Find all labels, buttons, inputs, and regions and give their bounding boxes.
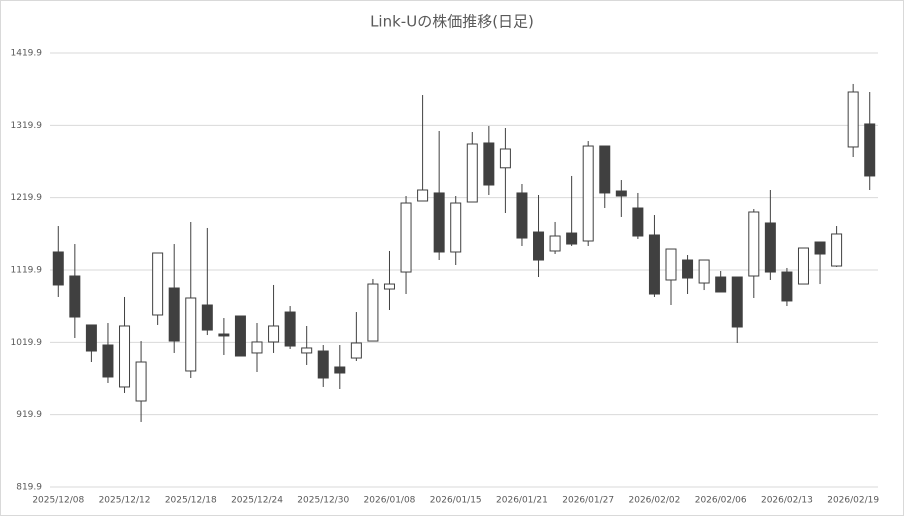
candle-body	[284, 311, 296, 347]
candle-body	[582, 145, 594, 242]
candle-body	[268, 325, 280, 343]
candle-body	[119, 325, 131, 388]
x-tick-label: 2026/02/06	[695, 496, 747, 506]
y-tick-label: 1119.9	[11, 266, 43, 276]
x-tick-label: 2026/02/13	[761, 496, 813, 506]
x-tick-label: 2026/02/02	[629, 496, 681, 506]
candle-body	[566, 232, 578, 245]
x-tick-label: 2025/12/24	[231, 496, 283, 506]
candle-body	[831, 233, 843, 267]
x-tick-label: 2026/01/08	[364, 496, 416, 506]
candle-body	[350, 342, 362, 359]
candle-body	[450, 202, 462, 253]
candle-body	[632, 207, 644, 237]
y-tick-label: 919.9	[16, 410, 42, 420]
candle-body	[599, 145, 611, 194]
candle-body	[301, 347, 313, 354]
candle-body	[69, 275, 81, 318]
candle-body	[383, 283, 395, 290]
candle-body	[499, 148, 511, 169]
chart-title: Link-Uの株価推移(日足)	[370, 13, 534, 31]
candle-body	[748, 211, 760, 277]
candle-body	[433, 192, 445, 253]
candle-body	[400, 202, 412, 273]
candle-body	[218, 333, 230, 337]
candle-body	[847, 91, 859, 148]
candle-body	[648, 234, 660, 295]
y-tick-label: 1319.9	[11, 121, 43, 131]
candle-body	[234, 315, 246, 357]
candle-body	[251, 341, 263, 354]
x-tick-label: 2025/12/08	[32, 496, 84, 506]
x-tick-label: 2026/01/27	[562, 496, 614, 506]
candle-body	[764, 222, 776, 273]
candle-body	[516, 192, 528, 239]
candle-body	[334, 366, 346, 374]
candle-body	[152, 252, 164, 316]
x-tick-label: 2025/12/18	[165, 496, 217, 506]
candle-body	[185, 297, 197, 372]
candle-body	[102, 344, 114, 378]
y-tick-label: 1419.9	[11, 49, 43, 59]
y-tick-label: 1019.9	[11, 338, 43, 348]
candle-body	[731, 276, 743, 328]
candle-body	[483, 142, 495, 186]
candle-body	[615, 190, 627, 197]
x-tick-label: 2025/12/12	[99, 496, 151, 506]
candle-body	[715, 276, 727, 293]
candle-body	[864, 123, 876, 177]
candle-body	[168, 287, 180, 342]
x-tick-label: 2026/02/19	[827, 496, 879, 506]
candle-body	[417, 189, 429, 202]
candle-body	[549, 235, 561, 252]
x-tick-label: 2025/12/30	[297, 496, 349, 506]
candle-body	[814, 241, 826, 255]
candle-body	[797, 247, 809, 285]
candle-body	[682, 259, 694, 279]
candle-body	[367, 283, 379, 342]
y-tick-label: 819.9	[16, 483, 42, 493]
candle-body	[317, 350, 329, 379]
candle-body	[533, 231, 545, 261]
candle-body	[135, 361, 147, 402]
y-tick-label: 1219.9	[11, 193, 43, 203]
x-tick-label: 2026/01/15	[430, 496, 482, 506]
candle-body	[201, 304, 213, 331]
candle-body	[781, 271, 793, 302]
candle-body	[466, 143, 478, 203]
candle-body	[52, 251, 64, 286]
x-tick-label: 2026/01/21	[496, 496, 548, 506]
candle-body	[698, 259, 710, 284]
candle-body	[85, 324, 97, 352]
candle-body	[665, 248, 677, 281]
